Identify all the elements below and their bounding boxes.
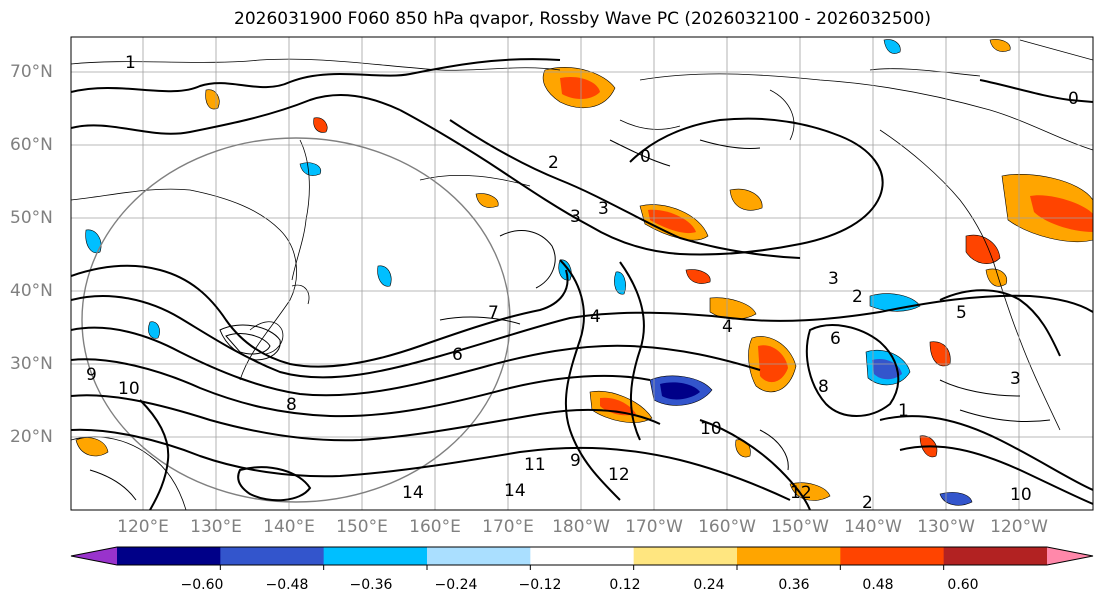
lon-label: 140°W: [844, 517, 902, 537]
contour-label: 9: [570, 451, 581, 471]
contour-label: 10: [1010, 485, 1032, 505]
lon-label: 150°W: [771, 517, 829, 537]
contour-label: 4: [722, 317, 733, 337]
colorbar-tick-label: −0.12: [518, 577, 562, 593]
colorbar-segment: [323, 547, 428, 565]
contour-label: 10: [700, 419, 722, 439]
colorbar-tick-label: 0.60: [947, 577, 979, 593]
contour-label: 8: [818, 377, 829, 397]
lon-label: 170°E: [482, 517, 534, 537]
lon-label: 180°W: [552, 517, 610, 537]
lon-label: 120°E: [117, 517, 169, 537]
lon-label: 130°E: [190, 517, 242, 537]
lat-label: 60°N: [10, 135, 53, 155]
colorbar-tick-label: −0.24: [434, 577, 478, 593]
reference-circle: [81, 137, 511, 503]
colorbar-extend-high: [1047, 547, 1093, 565]
qvapor-contours: [71, 58, 1093, 510]
colorbar-tick-label: −0.36: [349, 577, 393, 593]
colorbar-outline: [70, 546, 1094, 566]
contour-label: 3: [570, 207, 581, 227]
lat-label: 20°N: [10, 427, 53, 447]
colorbar-segment: [427, 547, 531, 565]
contour-label: 3: [598, 199, 609, 219]
contour-label: 6: [452, 345, 463, 365]
colorbar-tick-label: −0.60: [180, 577, 224, 593]
coastlines: [71, 39, 1093, 510]
contour-label: 14: [504, 481, 526, 501]
lon-label: 140°E: [263, 517, 315, 537]
colorbar-segment: [117, 547, 221, 565]
contour-label: 1: [898, 401, 909, 421]
gridlines: [71, 37, 1093, 510]
lat-label: 40°N: [10, 281, 53, 301]
colorbar-segment: [633, 547, 738, 565]
colorbar: [70, 546, 1094, 570]
lon-label: 130°W: [917, 517, 975, 537]
colorbar-segment: [943, 547, 1048, 565]
contour-label: 2: [548, 153, 559, 173]
colorbar-tick-label: 0.12: [609, 577, 641, 593]
colorbar-tick-label: −0.48: [265, 577, 309, 593]
colorbar-tick-label: 0.36: [778, 577, 810, 593]
colorbar-segment: [530, 547, 635, 565]
figure-title: 2026031900 F060 850 hPa qvapor, Rossby W…: [234, 9, 931, 29]
contour-label: 10: [118, 379, 140, 399]
contour-label: 12: [790, 483, 812, 503]
contour-label: 2: [862, 493, 873, 513]
contour-label: 2: [852, 287, 863, 307]
lat-label: 50°N: [10, 208, 53, 228]
colorbar-tick-label: 0.24: [693, 577, 725, 593]
lon-label: 150°E: [336, 517, 388, 537]
contour-label: 9: [86, 365, 97, 385]
contour-label: 3: [1010, 369, 1021, 389]
contour-label: 4: [590, 307, 601, 327]
contour-label: 0: [640, 147, 651, 167]
lon-label: 170°W: [625, 517, 683, 537]
contour-label: 5: [956, 303, 967, 323]
lon-label: 160°W: [698, 517, 756, 537]
lon-label: 120°W: [990, 517, 1048, 537]
contour-label: 8: [286, 395, 297, 415]
map-layers: 1 0 0 3 3 4 2 2 6 5 3 7 9 10 8 8 9 11 12…: [71, 37, 1093, 513]
map-panel: [71, 37, 1093, 510]
contour-labels: 1 0 0 3 3 4 2 2 6 5 3 7 9 10 8 8 9 11 12…: [86, 53, 1079, 513]
lon-label: 160°E: [409, 517, 461, 537]
colorbar-segment: [840, 547, 945, 565]
colorbar-extend-low: [71, 547, 117, 565]
contour-label: 0: [1068, 89, 1079, 109]
contour-label: 11: [524, 455, 546, 475]
contour-label: 6: [830, 329, 841, 349]
colorbar-segment: [737, 547, 841, 565]
lat-label: 30°N: [10, 354, 53, 374]
map-frame: [70, 36, 1094, 511]
contour-label: 3: [828, 269, 839, 289]
lat-label: 70°N: [10, 62, 53, 82]
contour-label: 1: [125, 53, 136, 73]
colorbar-tick-label: 0.48: [862, 577, 894, 593]
thin-contours: [89, 139, 1051, 501]
contour-label: 14: [402, 483, 424, 503]
colorbar-segment: [220, 547, 325, 565]
contour-label: 12: [608, 465, 630, 485]
contour-label: 7: [488, 303, 499, 323]
